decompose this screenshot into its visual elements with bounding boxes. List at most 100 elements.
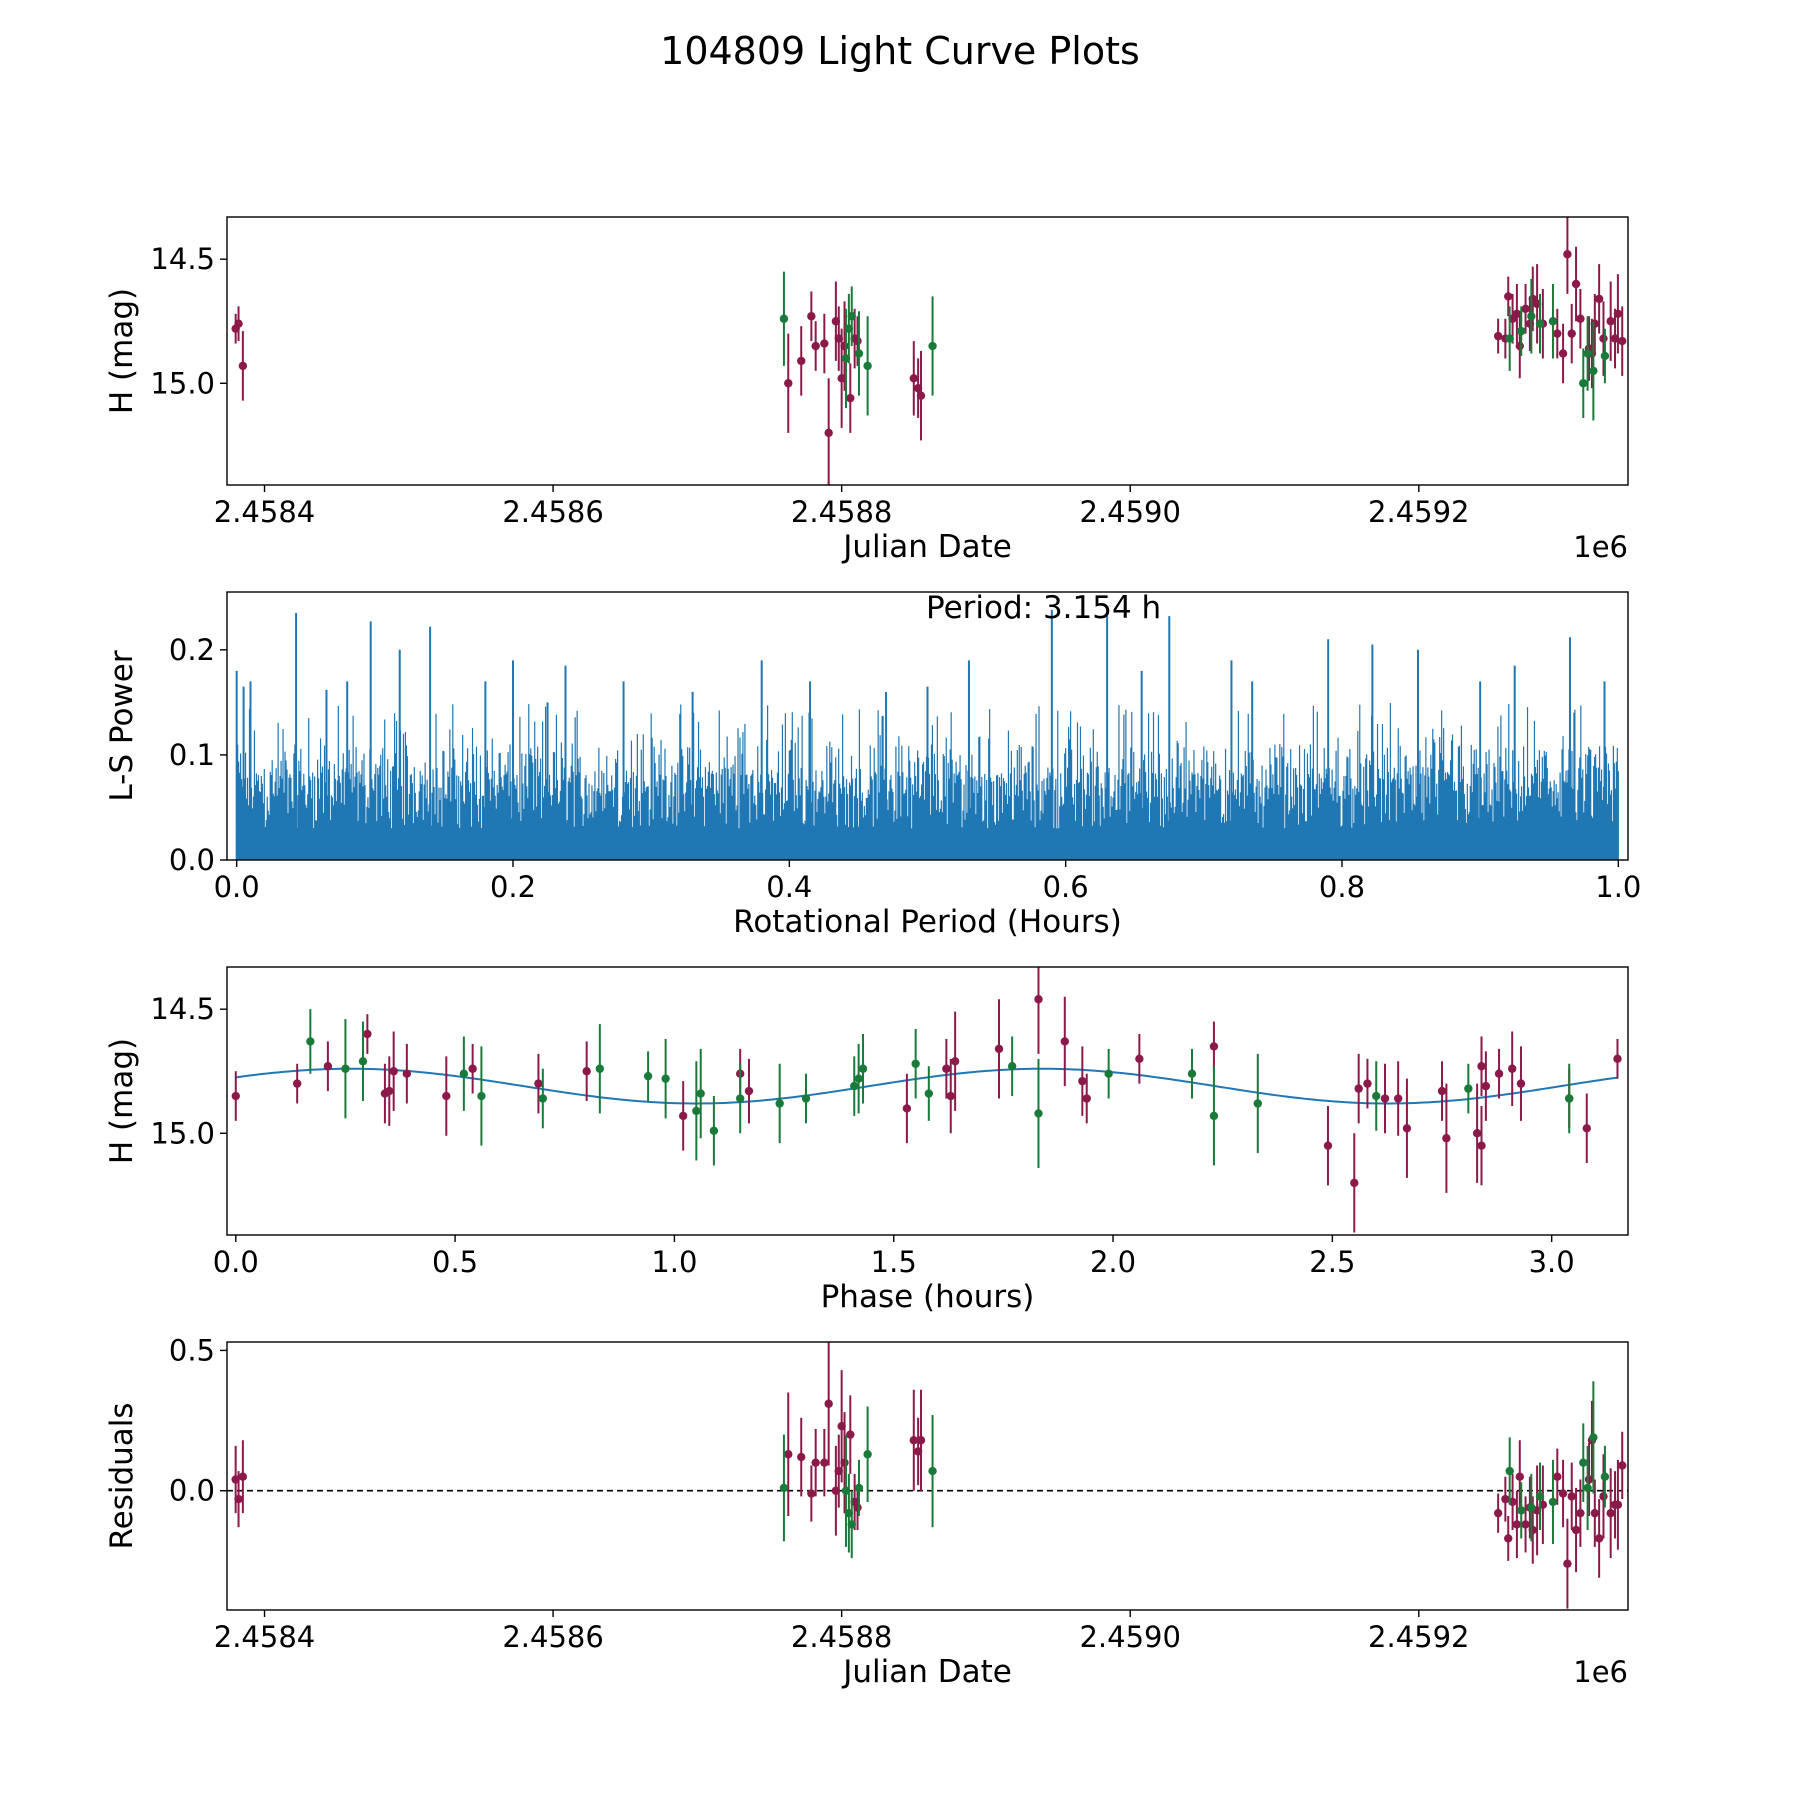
magenta-data-point — [824, 1399, 833, 1408]
magenta-data-point — [1323, 1141, 1333, 1150]
magenta-data-point — [1567, 1492, 1576, 1501]
magenta-data-point — [820, 339, 829, 348]
green-data-point — [854, 1483, 864, 1493]
green-data-point — [863, 361, 872, 371]
magenta-data-point — [820, 1458, 829, 1467]
magenta-data-point — [811, 1458, 820, 1467]
magenta-data-point — [1553, 329, 1562, 338]
y-tick-label: 15.0 — [150, 1116, 215, 1150]
y-tick-label: 0.2 — [169, 633, 215, 667]
green-data-point — [1535, 319, 1545, 328]
green-data-point — [928, 1466, 937, 1476]
magenta-data-point — [323, 1062, 333, 1071]
magenta-data-point — [846, 393, 855, 403]
green-data-point — [709, 1126, 719, 1135]
x-offset-label: 1e6 — [1573, 530, 1628, 564]
magenta-data-point — [797, 1452, 806, 1462]
plot-area — [231, 217, 1627, 485]
magenta-data-point — [402, 1069, 412, 1078]
axes-frame — [226, 966, 1629, 1236]
x-tick-label: 3.0 — [1529, 1245, 1575, 1279]
green-data-point — [928, 341, 937, 351]
x-tick-label: 0.0 — [214, 870, 260, 904]
green-data-point — [801, 1094, 811, 1103]
x-tick-label: 2.4584 — [214, 1620, 315, 1654]
x-tick-label: 2.4584 — [214, 495, 315, 529]
magenta-data-point — [1576, 1508, 1585, 1518]
green-data-point — [1548, 1497, 1558, 1507]
y-axis-label: L-S Power — [104, 650, 140, 801]
magenta-data-point — [1472, 1129, 1482, 1138]
green-data-point — [854, 1074, 863, 1083]
y-tick-label: 0.0 — [169, 843, 215, 877]
magenta-data-point — [1512, 1520, 1522, 1529]
x-tick-label: 0.6 — [1043, 870, 1089, 904]
panel-residuals: 2.4584 2.4586 2.4588 2.4590 2.4592 0.5 0.0 Juli… — [104, 1333, 1629, 1690]
green-data-point — [850, 1081, 859, 1091]
green-data-point — [358, 1057, 368, 1066]
y-tick-label: 0.5 — [169, 1333, 215, 1367]
magenta-data-point — [1606, 1508, 1615, 1518]
magenta-data-point — [902, 1104, 912, 1113]
green-data-point — [736, 1094, 745, 1103]
magenta-data-point — [846, 1430, 855, 1439]
period-annotation: Period: 3.154 h — [926, 590, 1161, 626]
magenta-data-point — [231, 1091, 240, 1101]
magenta-data-point — [234, 1494, 243, 1504]
magenta-data-point — [1078, 1076, 1087, 1086]
magenta-data-point — [1034, 995, 1043, 1004]
magenta-data-point — [1082, 1094, 1091, 1103]
magenta-data-point — [1501, 1494, 1510, 1504]
magenta-data-point — [1477, 1141, 1486, 1150]
magenta-data-point — [909, 1436, 918, 1445]
magenta-data-point — [1563, 250, 1572, 259]
x-tick-label: 2.4590 — [1079, 1620, 1180, 1654]
green-data-point — [1589, 366, 1598, 376]
magenta-data-point — [442, 1091, 451, 1101]
x-tick-label: 2.0 — [1090, 1245, 1136, 1279]
panel-raw-light-curve: 2.4584 2.4586 2.4588 2.4590 2.4592 15.0 14.5 Ju… — [104, 216, 1629, 565]
magenta-data-point — [1571, 1525, 1581, 1535]
green-data-point — [1372, 1091, 1381, 1101]
magenta-data-point — [916, 391, 926, 400]
magenta-data-point — [1553, 1472, 1562, 1481]
magenta-data-point — [1558, 1489, 1568, 1498]
x-tick-label: 2.4590 — [1079, 495, 1180, 529]
green-data-point — [779, 314, 789, 323]
magenta-data-point — [1558, 349, 1568, 358]
magenta-data-point — [1618, 1461, 1627, 1470]
green-data-point — [1600, 1472, 1610, 1481]
green-data-point — [1505, 1466, 1514, 1476]
magenta-data-point — [811, 341, 820, 351]
magenta-data-point — [909, 374, 918, 383]
magenta-data-point — [853, 336, 862, 346]
green-data-point — [1535, 1492, 1545, 1501]
green-data-point — [306, 1037, 315, 1046]
magenta-data-point — [1521, 1520, 1530, 1529]
x-tick-label: 1.0 — [651, 1245, 697, 1279]
magenta-data-point — [534, 1079, 543, 1088]
x-tick-label: 1.5 — [871, 1245, 917, 1279]
green-data-point — [779, 1483, 789, 1493]
magenta-data-point — [942, 1064, 951, 1073]
magenta-data-point — [238, 1472, 248, 1481]
magenta-data-point — [238, 361, 248, 371]
magenta-data-point — [1135, 1054, 1144, 1064]
green-data-point — [696, 1089, 705, 1098]
y-axis-label: Residuals — [104, 1402, 140, 1549]
magenta-data-point — [1516, 1079, 1526, 1088]
x-tick-label: 2.4588 — [791, 1620, 892, 1654]
magenta-data-point — [1060, 1037, 1069, 1046]
green-data-point — [1187, 1069, 1197, 1078]
magenta-data-point — [916, 1436, 926, 1445]
magenta-data-point — [1402, 1124, 1412, 1133]
y-tick-label: 15.0 — [150, 366, 215, 400]
green-data-point — [477, 1091, 486, 1101]
x-tick-label: 0.0 — [213, 1245, 259, 1279]
plot-area — [235, 609, 1619, 860]
magenta-data-point — [468, 1064, 477, 1073]
y-axis-label: H (mag) — [104, 1038, 140, 1164]
magenta-data-point — [744, 1086, 754, 1096]
magenta-data-point — [1354, 1084, 1363, 1093]
